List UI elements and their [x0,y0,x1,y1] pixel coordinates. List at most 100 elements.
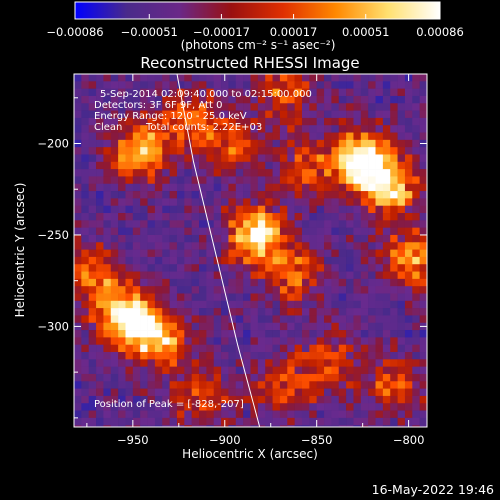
heatmap-cell [279,293,288,302]
x-tick-label: −800 [393,433,425,447]
heatmap-cell [140,410,148,419]
heatmap-cell [103,330,112,338]
heatmap-cell [184,125,192,133]
heatmap-cell [154,395,163,404]
heatmap-cell [176,154,185,163]
heatmap-cell [235,271,244,280]
heatmap-cell [169,359,178,367]
heatmap-cell [228,74,237,82]
heatmap-cell [221,132,229,141]
heatmap-cell [162,410,170,419]
heatmap-cell [338,74,347,82]
heatmap-cell [199,139,207,148]
heatmap-cell [96,220,104,228]
heatmap-cell [331,308,340,316]
heatmap-cell [368,337,376,346]
heatmap-cell [419,278,427,287]
heatmap-cell [279,425,288,427]
heatmap-cell [235,117,244,126]
heatmap-cell [250,198,259,207]
heatmap-cell [184,205,192,214]
heatmap-cell [110,300,119,309]
heatmap-cell [272,256,281,265]
heatmap-cell [169,278,178,287]
heatmap-cell [265,191,273,199]
heatmap-cell [184,117,192,126]
heatmap-cell [257,417,266,426]
heatmap-cell [103,352,112,360]
heatmap-cell [169,242,178,250]
heatmap-cell [243,183,251,192]
heatmap-cell [309,395,317,404]
heatmap-cell [412,227,420,236]
heatmap-cell [81,117,89,126]
heatmap-cell [235,256,244,265]
heatmap-cell [397,161,406,170]
heatmap-cell [184,234,192,243]
heatmap-cell [118,198,126,207]
heatmap-cell [390,74,398,82]
heatmap-cell [162,271,170,280]
heatmap-cell [228,271,237,280]
heatmap-cell [184,242,192,250]
heatmap-cell [169,403,178,411]
heatmap-cell [301,161,310,170]
heatmap-cell [265,176,273,185]
heatmap-cell [324,388,332,397]
heatmap-cell [257,154,266,163]
heatmap-cell [169,154,178,163]
heatmap-cell [368,205,376,214]
heatmap-cell [301,154,310,163]
heatmap-cell [250,256,259,265]
heatmap-cell [353,249,362,258]
heatmap-cell [353,344,362,353]
heatmap-cell [235,417,244,426]
heatmap-cell [250,147,259,155]
heatmap-cell [213,410,222,419]
heatmap-cell [199,286,207,294]
heatmap-cell [176,410,185,419]
heatmap-cell [191,249,200,258]
heatmap-cell [96,300,104,309]
heatmap-cell [206,220,215,228]
heatmap-cell [191,213,200,221]
heatmap-cell [184,161,192,170]
heatmap-cell [331,381,340,389]
heatmap-cell [257,103,266,111]
heatmap-cell [213,286,222,294]
heatmap-cell [243,366,251,375]
heatmap-cell [235,183,244,192]
heatmap-cell [96,198,104,207]
heatmap-cell [132,147,141,155]
heatmap-cell [331,234,340,243]
heatmap-cell [287,337,295,346]
heatmap-cell [397,88,406,97]
heatmap-cell [412,373,420,382]
heatmap-cell [199,234,207,243]
heatmap-cell [132,176,141,185]
heatmap-cell [338,286,347,294]
heatmap-cell [96,308,104,316]
heatmap-cell [162,425,170,427]
heatmap-cell [162,395,170,404]
heatmap-cell [118,286,126,294]
colorbar-tick-label: −0.00086 [46,25,103,39]
heatmap-cell [412,330,420,338]
heatmap-cell [301,220,310,228]
heatmap-cell [88,403,97,411]
heatmap-cell [88,205,97,214]
heatmap-cell [176,300,185,309]
heatmap-cell [360,293,369,302]
heatmap-cell [390,352,398,360]
heatmap-cell [346,191,354,199]
heatmap-cell [103,227,112,236]
heatmap-cell [257,242,266,250]
heatmap-cell [235,81,244,89]
heatmap-cell [243,271,251,280]
heatmap-cell [132,264,141,272]
heatmap-cell [301,425,310,427]
heatmap-cell [74,147,82,155]
heatmap-cell [103,213,112,221]
heatmap-cell [360,337,369,346]
chart-title: Reconstructed RHESSI Image [140,54,359,72]
